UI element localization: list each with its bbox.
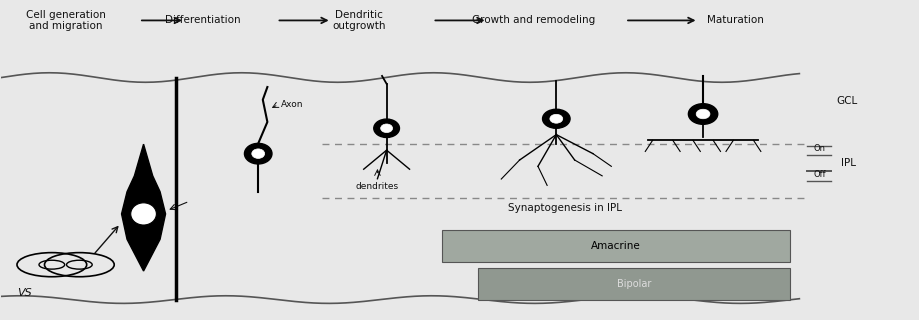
Ellipse shape <box>130 203 156 225</box>
Text: Axon: Axon <box>281 100 303 109</box>
FancyBboxPatch shape <box>441 230 789 261</box>
Ellipse shape <box>542 109 570 128</box>
Text: Growth and remodeling: Growth and remodeling <box>471 15 595 25</box>
Ellipse shape <box>373 119 399 138</box>
Text: IPL: IPL <box>840 158 855 168</box>
Text: Dendritic
outgrowth: Dendritic outgrowth <box>332 10 385 31</box>
Text: Maturation: Maturation <box>706 15 763 25</box>
Ellipse shape <box>244 143 272 164</box>
Text: Bipolar: Bipolar <box>617 279 651 289</box>
Text: Synaptogenesis in IPL: Synaptogenesis in IPL <box>508 203 622 212</box>
Ellipse shape <box>252 149 265 158</box>
Ellipse shape <box>696 109 709 119</box>
Ellipse shape <box>380 124 392 132</box>
Text: Differentiation: Differentiation <box>165 15 241 25</box>
Text: Cell generation
and migration: Cell generation and migration <box>26 10 106 31</box>
Text: On: On <box>812 144 824 153</box>
Text: GCL: GCL <box>835 96 857 106</box>
Text: VS: VS <box>17 288 31 298</box>
Polygon shape <box>121 144 165 271</box>
Ellipse shape <box>550 114 562 123</box>
FancyBboxPatch shape <box>478 268 789 300</box>
Text: Off: Off <box>812 170 825 179</box>
Ellipse shape <box>687 104 717 124</box>
Text: dendrites: dendrites <box>356 182 399 191</box>
Text: Amacrine: Amacrine <box>590 241 641 251</box>
